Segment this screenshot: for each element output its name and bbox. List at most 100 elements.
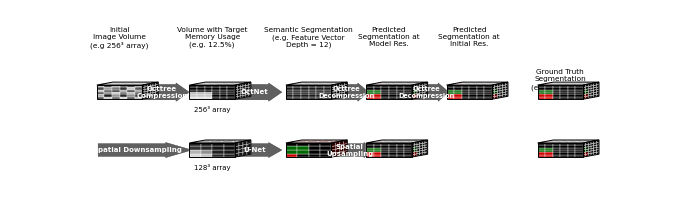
Polygon shape (243, 148, 247, 152)
Polygon shape (545, 84, 556, 85)
Polygon shape (332, 89, 334, 92)
Polygon shape (239, 142, 243, 146)
Polygon shape (498, 84, 500, 87)
Polygon shape (589, 82, 599, 83)
Bar (189, 97, 197, 99)
Bar (404, 85, 412, 87)
Bar (560, 97, 568, 99)
Polygon shape (243, 90, 245, 93)
Bar (294, 87, 301, 90)
Polygon shape (586, 144, 588, 147)
Bar (560, 152, 568, 155)
Bar (205, 95, 212, 97)
Polygon shape (586, 91, 588, 94)
Polygon shape (148, 91, 151, 94)
Polygon shape (148, 95, 151, 98)
Polygon shape (586, 94, 588, 96)
Polygon shape (339, 95, 342, 98)
Bar (286, 90, 294, 92)
Bar (381, 150, 389, 152)
Polygon shape (425, 91, 428, 94)
Bar (366, 95, 374, 97)
Polygon shape (345, 87, 348, 90)
Bar (397, 145, 404, 148)
Bar (227, 85, 235, 87)
Bar (469, 90, 477, 92)
Polygon shape (339, 141, 343, 145)
Polygon shape (417, 88, 419, 91)
Bar (189, 95, 197, 97)
Bar (286, 146, 297, 150)
Polygon shape (425, 145, 428, 147)
Polygon shape (238, 91, 240, 94)
Polygon shape (412, 83, 422, 84)
Polygon shape (500, 90, 502, 93)
Polygon shape (460, 82, 470, 83)
Polygon shape (586, 84, 588, 87)
Polygon shape (145, 89, 148, 92)
Bar (381, 152, 389, 155)
Bar (120, 95, 127, 97)
Polygon shape (505, 89, 508, 92)
Bar (404, 150, 412, 152)
Bar (397, 87, 404, 90)
Bar (389, 92, 397, 95)
Bar (286, 92, 294, 95)
Polygon shape (425, 87, 428, 90)
Bar (294, 95, 301, 97)
Polygon shape (335, 149, 339, 153)
Polygon shape (422, 140, 425, 143)
Polygon shape (563, 140, 574, 141)
Polygon shape (189, 84, 200, 85)
Bar (397, 90, 404, 92)
Polygon shape (583, 152, 586, 155)
Polygon shape (500, 95, 502, 98)
Polygon shape (133, 82, 143, 83)
Bar (301, 87, 309, 90)
Bar (227, 90, 235, 92)
Polygon shape (591, 88, 594, 91)
Bar (538, 152, 545, 155)
Polygon shape (339, 92, 342, 95)
Bar (220, 85, 227, 87)
Bar (568, 148, 576, 150)
Polygon shape (247, 151, 251, 155)
Polygon shape (334, 91, 337, 94)
Polygon shape (392, 142, 402, 143)
Bar (189, 87, 197, 90)
Bar (545, 148, 553, 150)
Polygon shape (334, 87, 337, 89)
Bar (301, 85, 309, 87)
Bar (316, 90, 324, 92)
Bar (477, 87, 484, 90)
Polygon shape (422, 87, 425, 90)
Polygon shape (594, 94, 596, 97)
Polygon shape (239, 145, 243, 149)
Bar (320, 143, 332, 146)
Polygon shape (286, 142, 301, 143)
Bar (568, 145, 576, 148)
Bar (286, 150, 297, 153)
Polygon shape (245, 90, 248, 92)
Polygon shape (583, 145, 586, 148)
Polygon shape (155, 91, 158, 94)
Polygon shape (127, 84, 138, 85)
Bar (286, 85, 294, 87)
Polygon shape (151, 95, 153, 98)
Polygon shape (583, 147, 586, 150)
Polygon shape (404, 84, 415, 85)
Polygon shape (588, 151, 591, 154)
Polygon shape (492, 92, 495, 95)
Polygon shape (586, 154, 588, 157)
Bar (560, 85, 568, 87)
Bar (127, 95, 135, 97)
Bar (484, 85, 492, 87)
Polygon shape (233, 82, 243, 83)
Bar (205, 85, 212, 87)
Bar (397, 85, 404, 87)
Polygon shape (545, 83, 556, 84)
Polygon shape (560, 84, 571, 85)
Polygon shape (235, 143, 282, 158)
Bar (374, 148, 381, 150)
Polygon shape (596, 87, 599, 90)
